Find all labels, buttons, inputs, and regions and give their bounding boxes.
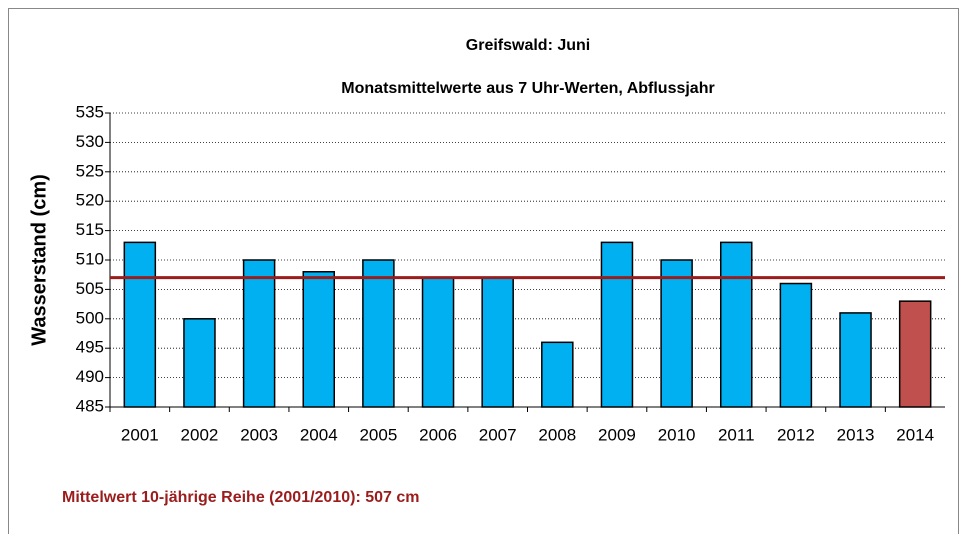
- x-tick-label: 2008: [538, 425, 576, 444]
- y-tick-label: 495: [76, 338, 104, 357]
- y-tick-label: 515: [76, 220, 104, 239]
- bar: [779, 282, 813, 408]
- bar: [123, 241, 157, 408]
- y-tick-label: 500: [76, 308, 104, 327]
- x-tick-label: 2011: [718, 425, 755, 444]
- y-axis-label: Wasserstand (cm): [28, 174, 50, 346]
- bar: [421, 276, 455, 408]
- x-tick-label: 2012: [777, 425, 815, 444]
- y-tick-label: 520: [76, 191, 104, 210]
- x-tick-label: 2005: [359, 425, 397, 444]
- bar: [242, 259, 276, 408]
- x-tick-label: 2004: [300, 425, 338, 444]
- bar: [302, 271, 336, 408]
- x-tick-label: 2014: [896, 425, 934, 444]
- bar: [541, 341, 574, 408]
- x-tick-label: 2010: [658, 425, 696, 444]
- bar: [183, 318, 216, 408]
- chart-subtitle: Monatsmittelwerte aus 7 Uhr-Werten, Abfl…: [341, 80, 714, 97]
- x-tick-label: 2006: [419, 425, 457, 444]
- bar: [898, 300, 932, 408]
- y-tick-label: 485: [76, 396, 104, 415]
- x-tick-label: 2002: [181, 425, 219, 444]
- y-tick-label: 490: [76, 367, 104, 386]
- y-tick-label: 525: [76, 161, 104, 180]
- x-tick-label: 2009: [598, 425, 636, 444]
- x-tick-label: 2013: [837, 425, 875, 444]
- bar: [600, 241, 634, 408]
- bar: [719, 241, 753, 408]
- chart-title: Greifswald: Juni: [466, 37, 590, 54]
- bar: [362, 259, 395, 408]
- chart-frame: [8, 8, 959, 534]
- y-tick-label: 535: [76, 102, 104, 121]
- y-tick-label: 530: [76, 132, 104, 151]
- x-tick-label: 2003: [240, 425, 278, 444]
- y-tick-label: 505: [76, 279, 104, 298]
- y-tick-label: 510: [76, 249, 104, 268]
- x-tick-label: 2007: [479, 425, 517, 444]
- annotation: Mittelwert 10-jährige Reihe (2001/2010):…: [62, 489, 420, 506]
- x-tick-label: 2001: [121, 425, 159, 444]
- bar: [839, 312, 872, 408]
- bar: [481, 276, 514, 408]
- bar: [660, 259, 693, 408]
